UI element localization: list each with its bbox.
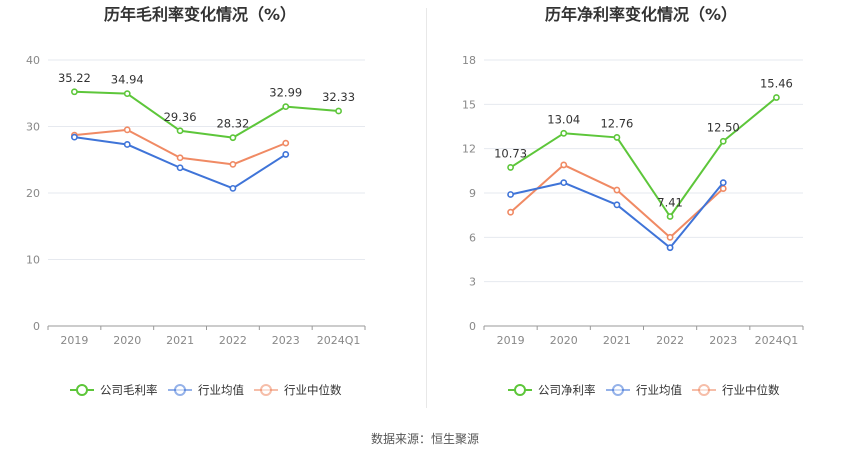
legend-label: 公司净利率: [538, 383, 596, 397]
data-point: [507, 191, 514, 198]
y-tick-label: 3: [469, 276, 476, 289]
x-tick-label: 2024Q1: [317, 334, 361, 347]
data-point: [123, 90, 131, 98]
legend-label: 行业中位数: [284, 383, 342, 397]
data-point: [719, 179, 727, 187]
legend-item: 公司净利率: [508, 383, 596, 397]
data-point: [229, 161, 237, 168]
data-point: [560, 161, 568, 169]
series-line-0: [510, 96, 778, 218]
y-tick-label: 20: [26, 187, 40, 200]
legend-marker: [76, 384, 88, 396]
y-tick-label: 6: [469, 231, 476, 244]
legend-item: 行业中位数: [692, 383, 780, 397]
y-tick-label: 12: [462, 143, 476, 156]
data-point: [282, 139, 290, 147]
data-label: 34.94: [111, 73, 144, 87]
series-line-1: [74, 136, 287, 190]
x-tick-label: 2020: [550, 334, 578, 347]
data-label: 35.22: [58, 71, 91, 85]
legend-label: 行业中位数: [722, 383, 780, 397]
data-point: [613, 201, 621, 209]
legend-marker: [260, 384, 272, 396]
data-point: [176, 127, 184, 135]
legend-item: 公司毛利率: [70, 383, 158, 397]
x-tick-label: 2019: [60, 334, 88, 347]
series-line-2: [509, 163, 724, 239]
legend-marker: [698, 384, 710, 396]
chart-title: 历年净利率变化情况（%）: [545, 5, 737, 24]
data-source-note: 数据来源：恒生聚源: [370, 432, 479, 446]
y-tick-label: 9: [469, 187, 476, 200]
data-label: 12.76: [600, 116, 633, 130]
data-point: [773, 94, 780, 101]
data-point: [176, 164, 184, 172]
legend-marker: [174, 384, 186, 396]
legend-label: 公司毛利率: [100, 383, 158, 397]
x-tick-label: 2022: [656, 334, 684, 347]
data-point: [560, 179, 568, 187]
data-point: [613, 134, 621, 141]
data-point: [282, 103, 290, 111]
legend-marker: [612, 384, 624, 396]
y-tick-label: 10: [26, 254, 40, 267]
net-margin-chart: 历年净利率变化情况（%） 0 3 6 9 12 15 18 2019 2020 2021 2022 20…: [462, 5, 804, 397]
data-label: 32.99: [269, 86, 302, 100]
data-point: [335, 107, 342, 115]
y-tick-label: 18: [462, 54, 476, 67]
legend-label: 行业均值: [198, 383, 244, 397]
data-label: 7.41: [657, 195, 683, 209]
x-tick-label: 2023: [272, 334, 300, 347]
y-tick-label: 0: [33, 320, 40, 333]
y-tick-label: 30: [26, 121, 40, 134]
data-point: [123, 141, 131, 148]
x-tick-label: 2023: [709, 334, 737, 347]
x-tick-label: 2021: [603, 334, 631, 347]
data-point: [507, 164, 514, 171]
data-point: [123, 126, 131, 134]
data-point: [560, 129, 568, 137]
data-point: [507, 208, 514, 216]
series-line-0: [74, 90, 339, 139]
data-point: [282, 151, 290, 158]
data-point: [666, 233, 674, 241]
gross-margin-chart: 历年毛利率变化情况（%） 0 10 20 30 40 2019 2020 2021 2022 202…: [26, 5, 366, 397]
data-point: [71, 133, 78, 141]
y-tick-label: 15: [462, 98, 476, 111]
data-label: 32.33: [322, 90, 355, 104]
data-point: [719, 137, 727, 145]
data-label: 10.73: [494, 146, 527, 160]
y-tick-label: 40: [26, 54, 40, 67]
data-label: 15.46: [760, 77, 793, 91]
x-tick-label: 2022: [219, 334, 247, 347]
legend-label: 行业均值: [636, 383, 682, 397]
data-point: [666, 244, 674, 252]
x-tick-label: 2024Q1: [755, 334, 799, 347]
panel-divider: [426, 8, 427, 408]
data-point: [71, 88, 78, 96]
data-point: [719, 185, 727, 192]
data-label: 13.04: [547, 112, 580, 126]
x-tick-label: 2021: [166, 334, 194, 347]
chart-title: 历年毛利率变化情况（%）: [104, 5, 296, 24]
data-point: [666, 213, 674, 220]
data-label: 12.50: [707, 120, 740, 134]
legend-item: 行业均值: [168, 383, 244, 397]
data-point: [229, 184, 237, 192]
data-label: 29.36: [164, 110, 197, 124]
data-point: [613, 186, 621, 194]
y-tick-label: 0: [469, 320, 476, 333]
legend-marker: [514, 384, 526, 396]
data-label: 28.32: [216, 117, 249, 131]
x-tick-label: 2019: [497, 334, 525, 347]
legend-item: 行业中位数: [254, 383, 342, 397]
x-tick-label: 2020: [113, 334, 141, 347]
data-point: [229, 134, 237, 142]
legend-item: 行业均值: [606, 383, 682, 397]
data-point: [176, 154, 184, 162]
